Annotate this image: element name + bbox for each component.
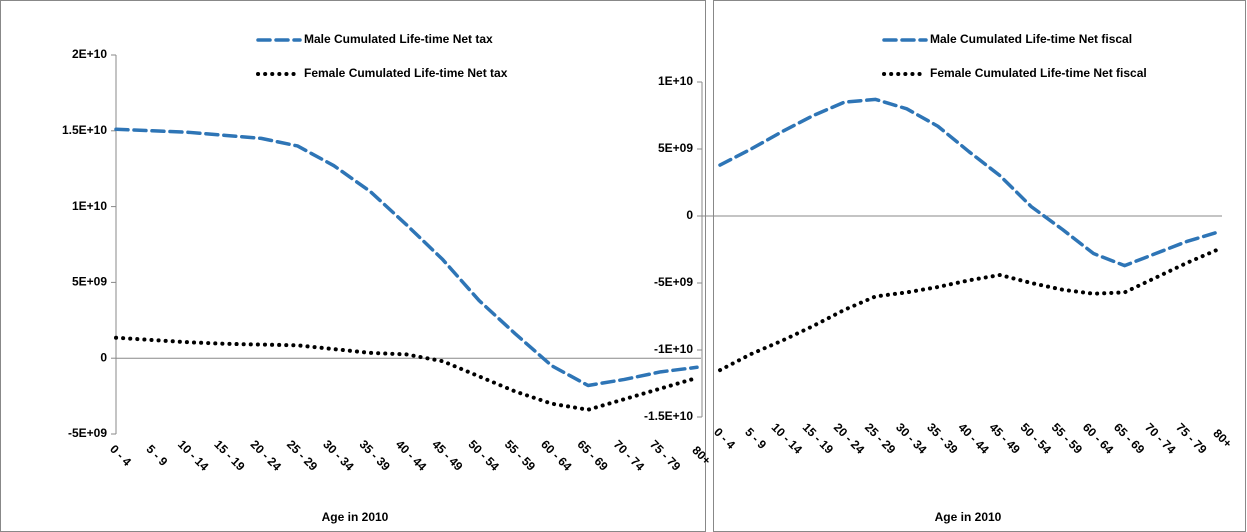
x-tick-label: 70 - 74 [1142, 420, 1179, 457]
x-tick-label: 15 - 19 [800, 420, 837, 457]
y-tick-label: 1E+10 [658, 74, 693, 88]
y-tick-label: 5E+09 [658, 141, 693, 155]
legend-label: Male Cumulated Life-time Net fiscal [930, 32, 1132, 46]
x-tick-label: 65 - 69 [574, 437, 611, 474]
x-axis-title: Age in 2010 [935, 510, 1002, 524]
x-tick-label: 10 - 14 [175, 437, 212, 474]
x-tick-label: 60 - 64 [1080, 420, 1117, 457]
x-tick-label: 75 - 79 [1173, 420, 1210, 457]
x-tick-label: 75 - 79 [647, 437, 684, 474]
x-tick-label: 80+ [689, 443, 713, 467]
x-tick-label: 30 - 34 [320, 437, 357, 474]
series-line [114, 335, 699, 412]
x-tick-label: 30 - 34 [893, 420, 930, 457]
x-tick-label: 35 - 39 [924, 420, 961, 457]
x-tick-label: 5 - 9 [143, 442, 170, 469]
x-tick-label: 0 - 4 [107, 442, 134, 469]
x-tick-label: 40 - 44 [393, 437, 430, 474]
y-tick-label: -1E+10 [654, 342, 693, 356]
legend-label: Female Cumulated Life-time Net fiscal [930, 66, 1147, 80]
y-tick-label: 0 [686, 208, 693, 222]
y-tick-label: 1.5E+10 [62, 123, 107, 137]
legend-label: Female Cumulated Life-time Net tax [304, 66, 508, 80]
y-tick-label: 5E+09 [72, 275, 107, 289]
x-tick-label: 40 - 44 [955, 420, 992, 457]
y-tick-label: -5E+09 [654, 275, 693, 289]
legend-label: Male Cumulated Life-time Net tax [304, 32, 493, 46]
series-line [718, 97, 1220, 268]
x-tick-label: 20 - 24 [831, 420, 868, 457]
x-tick-label: 45 - 49 [429, 437, 466, 474]
x-tick-label: 5 - 9 [742, 425, 769, 452]
x-axis-title: Age in 2010 [322, 510, 389, 524]
y-tick-label: 2E+10 [72, 47, 107, 61]
x-tick-label: 0 - 4 [711, 425, 738, 452]
x-tick-label: 55 - 59 [1049, 420, 1086, 457]
x-tick-label: 20 - 24 [248, 437, 285, 474]
series-line [718, 247, 1220, 373]
x-tick-label: 25 - 29 [284, 437, 321, 474]
x-tick-label: 50 - 54 [1018, 420, 1055, 457]
x-tick-label: 35 - 39 [357, 437, 394, 474]
y-tick-label: -1.5E+10 [644, 409, 693, 423]
y-tick-label: 0 [100, 350, 107, 364]
x-tick-label: 10 - 14 [769, 420, 806, 457]
y-tick-label: 1E+10 [72, 199, 107, 213]
x-tick-label: 25 - 29 [862, 420, 899, 457]
x-tick-label: 60 - 64 [538, 437, 575, 474]
y-tick-label: -5E+09 [68, 426, 107, 440]
x-tick-label: 80+ [1210, 426, 1234, 450]
x-tick-label: 45 - 49 [987, 420, 1024, 457]
x-tick-label: 15 - 19 [211, 437, 248, 474]
x-tick-label: 50 - 54 [466, 437, 503, 474]
x-tick-label: 70 - 74 [611, 437, 648, 474]
x-tick-label: 55 - 59 [502, 437, 539, 474]
x-tick-label: 65 - 69 [1111, 420, 1148, 457]
series-line [114, 127, 699, 388]
